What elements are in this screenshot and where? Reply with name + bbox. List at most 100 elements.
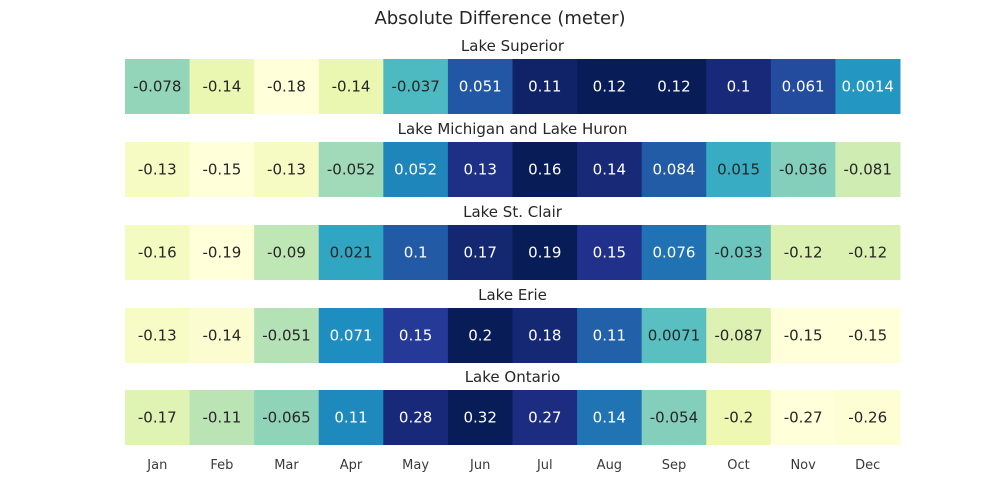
heatmap-cell xyxy=(706,59,772,114)
cell-value-label: -0.15 xyxy=(848,327,887,345)
cell-value-label: 0.12 xyxy=(593,78,626,96)
cell-value-label: 0.17 xyxy=(464,244,497,262)
cell-value-label: 0.051 xyxy=(459,78,502,96)
cell-value-label: 0.2 xyxy=(468,327,492,345)
heatmap-cell xyxy=(189,225,255,280)
cell-value-label: -0.27 xyxy=(784,409,823,427)
cell-value-label: -0.037 xyxy=(391,78,439,96)
heatmap-cell xyxy=(254,225,320,280)
panel-title: Lake Superior xyxy=(461,37,565,55)
panel-title: Lake Ontario xyxy=(465,368,561,386)
cell-value-label: 0.1 xyxy=(404,244,428,262)
heatmap-cell xyxy=(706,142,772,197)
cell-value-label: 0.11 xyxy=(528,78,561,96)
heatmap-cell xyxy=(318,308,384,363)
x-axis-ticks: Jan Feb Mar Apr May Jun Jul Aug Sep Oct Nov Dec xyxy=(146,458,880,473)
heatmap-cell xyxy=(770,142,836,197)
cell-value-label: 0.16 xyxy=(528,161,561,179)
heatmap-cell xyxy=(706,225,772,280)
cell-value-label: 0.14 xyxy=(593,409,626,427)
heatmap-panels: Lake Superior -0.078 -0.14 -0.18 -0.14 -0.037… xyxy=(125,37,901,445)
chart-title: Absolute Difference (meter) xyxy=(374,8,625,29)
cell-value-label: 0.021 xyxy=(330,244,373,262)
heatmap-cell xyxy=(512,142,578,197)
heatmap-cell xyxy=(706,308,772,363)
cell-value-label: -0.14 xyxy=(202,327,241,345)
heatmap-cell xyxy=(706,390,772,445)
cell-value-label: 0.1 xyxy=(727,78,751,96)
cell-value-label: -0.11 xyxy=(202,409,241,427)
heatmap-cell xyxy=(318,225,384,280)
cell-value-label: 0.11 xyxy=(593,327,626,345)
panel-4: Lake Ontario -0.17 -0.11 -0.065 0.11 0.28 0.32… xyxy=(125,368,901,445)
x-tick-label: Jul xyxy=(536,458,553,473)
panel-1: Lake Michigan and Lake Huron -0.13 -0.15 -0… xyxy=(125,120,901,197)
heatmap-cell xyxy=(383,59,449,114)
panel-title: Lake Erie xyxy=(478,286,547,304)
cell-value-label: 0.18 xyxy=(528,327,561,345)
heatmap-cell xyxy=(577,390,643,445)
cell-value-label: 0.071 xyxy=(330,327,373,345)
x-tick-label: Jan xyxy=(146,458,167,473)
cell-value-label: -0.14 xyxy=(332,78,371,96)
heatmap-cell xyxy=(512,59,578,114)
cell-value-label: -0.26 xyxy=(848,409,887,427)
cell-value-label: -0.036 xyxy=(779,161,827,179)
cell-value-label: -0.087 xyxy=(714,327,762,345)
cell-value-label: -0.13 xyxy=(138,327,177,345)
cell-value-label: -0.2 xyxy=(724,409,753,427)
cell-value-label: 0.061 xyxy=(782,78,825,96)
heatmap-cell xyxy=(835,142,901,197)
heatmap-cell xyxy=(447,142,513,197)
cell-value-label: 0.0014 xyxy=(841,78,894,96)
heatmap-cell xyxy=(512,308,578,363)
x-tick-label: Feb xyxy=(210,458,233,473)
x-tick-label: Nov xyxy=(790,458,816,473)
cell-value-label: -0.13 xyxy=(267,161,306,179)
heatmap-cell xyxy=(189,390,255,445)
cell-value-label: -0.09 xyxy=(267,244,306,262)
heatmap-cell xyxy=(770,390,836,445)
x-tick-label: May xyxy=(402,458,429,473)
heatmap-cell xyxy=(383,225,449,280)
cell-value-label: 0.14 xyxy=(593,161,626,179)
heatmap-cell xyxy=(125,308,191,363)
heatmap-cell xyxy=(641,390,707,445)
heatmap-cell xyxy=(318,59,384,114)
x-tick-label: Mar xyxy=(274,458,299,473)
heatmap-cell xyxy=(770,225,836,280)
heatmap-cell xyxy=(189,308,255,363)
heatmap-cell xyxy=(512,390,578,445)
heatmap-cell xyxy=(383,390,449,445)
cell-value-label: 0.0071 xyxy=(648,327,701,345)
heatmap-cell xyxy=(770,59,836,114)
cell-value-label: 0.12 xyxy=(657,78,690,96)
cell-value-label: 0.015 xyxy=(717,161,760,179)
x-tick-label: Dec xyxy=(855,458,880,473)
heatmap-cell xyxy=(254,308,320,363)
cell-value-label: 0.084 xyxy=(652,161,695,179)
cell-value-label: -0.15 xyxy=(784,327,823,345)
cell-value-label: 0.052 xyxy=(394,161,437,179)
cell-value-label: -0.15 xyxy=(202,161,241,179)
heatmap-cell xyxy=(835,59,901,114)
cell-value-label: -0.078 xyxy=(133,78,181,96)
cell-value-label: 0.15 xyxy=(399,327,432,345)
heatmap-cell xyxy=(383,308,449,363)
panel-3: Lake Erie -0.13 -0.14 -0.051 0.071 0.15 0.2 0.1… xyxy=(125,286,901,363)
heatmap-cell xyxy=(383,142,449,197)
panel-title: Lake Michigan and Lake Huron xyxy=(398,120,628,138)
cell-value-label: 0.11 xyxy=(334,409,367,427)
panel-2: Lake St. Clair -0.16 -0.19 -0.09 0.021 0.1 0.1… xyxy=(125,203,901,280)
heatmap-cell xyxy=(577,142,643,197)
cell-value-label: -0.17 xyxy=(138,409,177,427)
cell-value-label: -0.054 xyxy=(650,409,698,427)
heatmap-cell xyxy=(577,308,643,363)
cell-value-label: -0.12 xyxy=(784,244,823,262)
cell-value-label: 0.19 xyxy=(528,244,561,262)
cell-value-label: 0.27 xyxy=(528,409,561,427)
heatmap-cell xyxy=(189,59,255,114)
heatmap-cell xyxy=(512,225,578,280)
heatmap-cell xyxy=(577,225,643,280)
